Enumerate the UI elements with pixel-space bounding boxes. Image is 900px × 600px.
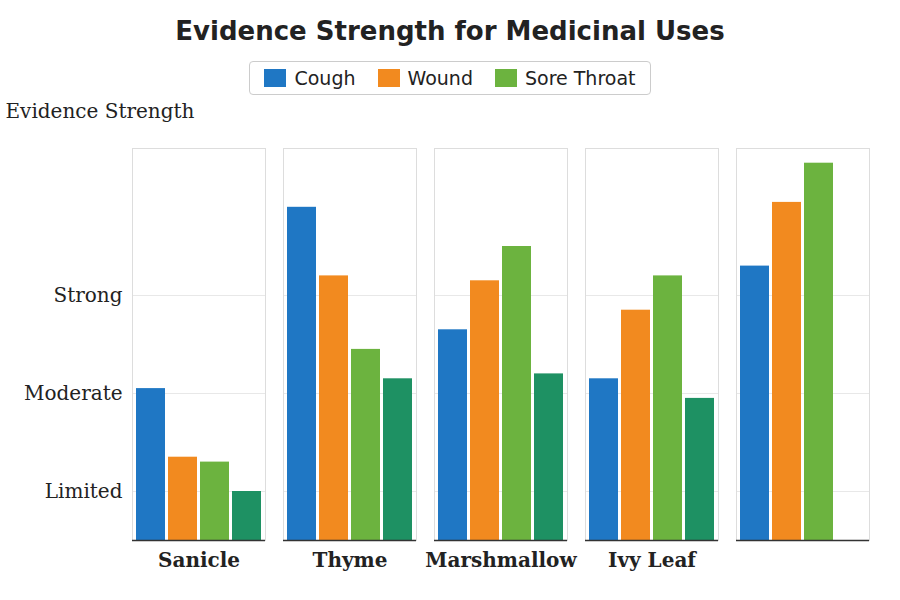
html-text:Evidence Strength for Medicina: Evidence Strength for Medicinal Uses [175, 16, 725, 46]
svg-text:Marshmallow: Marshmallow [425, 548, 577, 572]
html-text:Cough: Cough [294, 67, 356, 89]
svg-text:Thyme: Thyme [313, 548, 388, 572]
html-text:Wound: Wound [407, 67, 473, 89]
svg-text:Strong: Strong [53, 283, 122, 307]
svg-text:Sanicle: Sanicle [158, 548, 240, 572]
html-text:Sore Throat: Sore Throat [525, 67, 636, 89]
svg-text:Evidence Strength: Evidence Strength [6, 100, 195, 123]
svg-text:Ivy Leaf: Ivy Leaf [608, 548, 697, 572]
svg-text:Limited: Limited [45, 479, 123, 503]
svg-text:Moderate: Moderate [24, 381, 123, 405]
